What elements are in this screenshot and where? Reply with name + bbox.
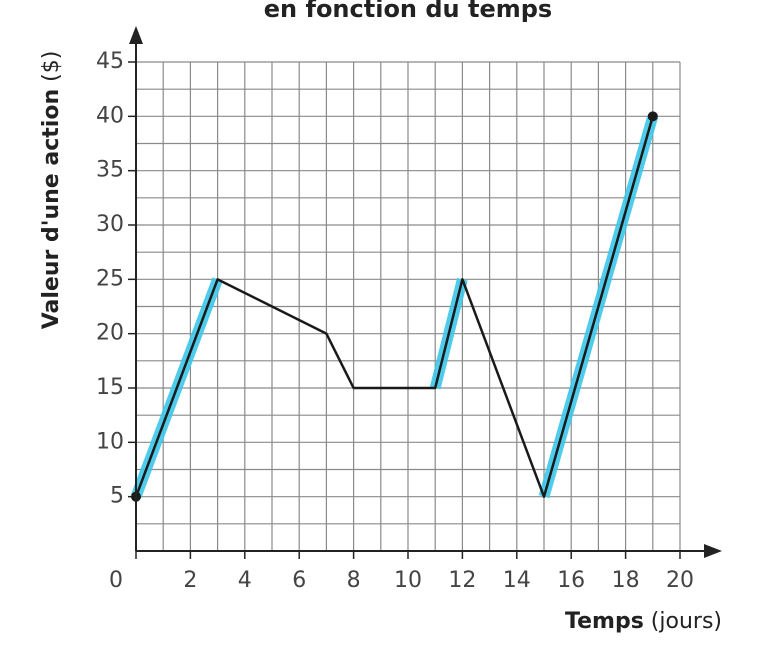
y-axis-label: Valeur d'une action ($) [39,51,64,330]
chart-title: en fonction du temps [264,0,552,23]
y-label: Valeur d'une action [39,89,64,329]
y-tick-label: 25 [96,266,124,291]
x-tick-label: 6 [292,568,306,593]
x-label: Temps [565,609,644,634]
y-tick-label: 10 [96,429,124,454]
y-tick-label: 35 [96,158,124,183]
y-tick-label: 15 [96,375,124,400]
y-tick-label: 30 [96,212,124,237]
line [134,115,655,498]
y-tick-label: 5 [110,484,124,509]
x-tick-label: 10 [394,568,422,593]
y-tick-label: 45 [96,49,124,74]
x-tick-label: 0 [109,568,123,593]
end-point [647,111,658,122]
x-tick-label: 20 [666,568,694,593]
y-unit: ($) [39,51,64,82]
x-tick-label: 8 [347,568,361,593]
x-tick-label: 4 [238,568,252,593]
y-arrow [129,26,143,44]
y-tick-label: 40 [96,103,124,128]
plot [130,111,659,502]
x-unit: (jours) [651,609,722,634]
x-tick-label: 2 [183,568,197,593]
x-axis-label: Temps (jours) [565,609,722,634]
y-tick-label: 20 [96,321,124,346]
x-tick-label: 18 [612,568,640,593]
x-tick-label: 14 [503,568,531,593]
grid [128,61,681,559]
x-tick-label: 16 [557,568,585,593]
x-arrow [704,544,722,558]
x-tick-label: 12 [448,568,476,593]
